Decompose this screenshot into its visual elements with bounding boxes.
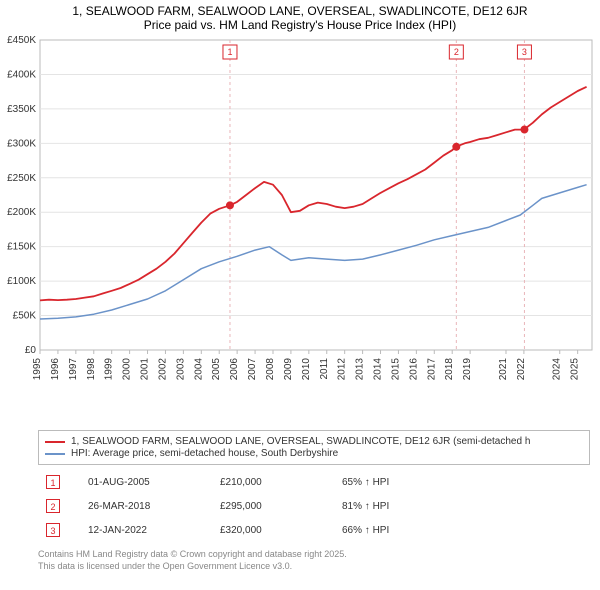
svg-text:2006: 2006 xyxy=(229,358,240,381)
title-area: 1, SEALWOOD FARM, SEALWOOD LANE, OVERSEA… xyxy=(0,0,600,34)
svg-text:2007: 2007 xyxy=(247,358,258,381)
svg-text:2005: 2005 xyxy=(211,358,222,381)
title-line-1: 1, SEALWOOD FARM, SEALWOOD LANE, OVERSEA… xyxy=(10,4,590,18)
event-date: 26-MAR-2018 xyxy=(82,495,212,517)
svg-text:2024: 2024 xyxy=(552,358,563,381)
event-date: 01-AUG-2005 xyxy=(82,471,212,493)
legend-swatch-hpi xyxy=(45,453,65,455)
svg-text:£450K: £450K xyxy=(7,35,36,46)
event-row: 3 12-JAN-2022£320,00066% ↑ HPI xyxy=(40,519,588,541)
legend-label-property: 1, SEALWOOD FARM, SEALWOOD LANE, OVERSEA… xyxy=(71,436,530,447)
svg-text:2009: 2009 xyxy=(283,358,294,381)
svg-text:2015: 2015 xyxy=(390,358,401,381)
svg-text:1: 1 xyxy=(227,47,232,57)
svg-text:2022: 2022 xyxy=(516,358,527,381)
svg-text:2021: 2021 xyxy=(498,358,509,381)
event-price: £320,000 xyxy=(214,519,334,541)
svg-text:£400K: £400K xyxy=(7,69,36,80)
event-row: 2 26-MAR-2018£295,00081% ↑ HPI xyxy=(40,495,588,517)
footer: Contains HM Land Registry data © Crown c… xyxy=(38,549,600,572)
chart-area: £0 £50K £100K £150K £200K £250K £300K £350K £400… xyxy=(0,34,600,424)
event-badge: 2 xyxy=(46,499,60,513)
svg-text:£200K: £200K xyxy=(7,207,36,218)
svg-text:2014: 2014 xyxy=(373,358,384,381)
svg-text:2002: 2002 xyxy=(157,358,168,381)
event-badge: 3 xyxy=(46,523,60,537)
svg-text:2004: 2004 xyxy=(193,358,204,381)
svg-text:£50K: £50K xyxy=(13,311,37,322)
svg-text:£350K: £350K xyxy=(7,104,36,115)
svg-text:2011: 2011 xyxy=(319,358,330,380)
svg-text:£250K: £250K xyxy=(7,173,36,184)
svg-text:2019: 2019 xyxy=(462,358,473,381)
svg-text:2003: 2003 xyxy=(175,358,186,381)
svg-text:2: 2 xyxy=(454,47,459,57)
events-table: 1 01-AUG-2005£210,00065% ↑ HPI 2 26-MAR-201… xyxy=(38,469,590,543)
svg-text:1999: 1999 xyxy=(104,358,115,381)
legend-item-hpi: HPI: Average price, semi-detached house,… xyxy=(45,448,583,459)
legend-item-property: 1, SEALWOOD FARM, SEALWOOD LANE, OVERSEA… xyxy=(45,436,583,447)
footer-line-1: Contains HM Land Registry data © Crown c… xyxy=(38,549,600,561)
svg-text:2018: 2018 xyxy=(444,358,455,381)
svg-text:1998: 1998 xyxy=(86,358,97,381)
svg-text:1995: 1995 xyxy=(32,358,43,381)
svg-text:2008: 2008 xyxy=(265,358,276,381)
legend-label-hpi: HPI: Average price, semi-detached house,… xyxy=(71,448,338,459)
svg-text:1997: 1997 xyxy=(68,358,79,381)
svg-text:£150K: £150K xyxy=(7,242,36,253)
chart-svg: £0 £50K £100K £150K £200K £250K £300K £350K £400… xyxy=(0,34,600,424)
event-price: £210,000 xyxy=(214,471,334,493)
legend-swatch-property xyxy=(45,441,65,443)
svg-text:2001: 2001 xyxy=(140,358,151,381)
svg-text:2017: 2017 xyxy=(426,358,437,381)
title-line-2: Price paid vs. HM Land Registry's House … xyxy=(10,18,590,32)
svg-text:£100K: £100K xyxy=(7,276,36,287)
event-price: £295,000 xyxy=(214,495,334,517)
event-date: 12-JAN-2022 xyxy=(82,519,212,541)
event-row: 1 01-AUG-2005£210,00065% ↑ HPI xyxy=(40,471,588,493)
legend: 1, SEALWOOD FARM, SEALWOOD LANE, OVERSEA… xyxy=(38,430,590,465)
svg-text:2013: 2013 xyxy=(355,358,366,381)
svg-text:2000: 2000 xyxy=(122,358,133,381)
svg-text:£300K: £300K xyxy=(7,138,36,149)
event-vs-hpi: 65% ↑ HPI xyxy=(336,471,588,493)
footer-line-2: This data is licensed under the Open Gov… xyxy=(38,561,600,573)
svg-text:2025: 2025 xyxy=(570,358,581,381)
svg-text:2010: 2010 xyxy=(301,358,312,381)
svg-text:2016: 2016 xyxy=(408,358,419,381)
event-vs-hpi: 66% ↑ HPI xyxy=(336,519,588,541)
event-badge: 1 xyxy=(46,475,60,489)
svg-text:1996: 1996 xyxy=(50,358,61,381)
event-vs-hpi: 81% ↑ HPI xyxy=(336,495,588,517)
svg-text:£0: £0 xyxy=(25,345,37,356)
svg-text:3: 3 xyxy=(522,47,527,57)
chart-container: 1, SEALWOOD FARM, SEALWOOD LANE, OVERSEA… xyxy=(0,0,600,590)
svg-text:2012: 2012 xyxy=(337,358,348,381)
